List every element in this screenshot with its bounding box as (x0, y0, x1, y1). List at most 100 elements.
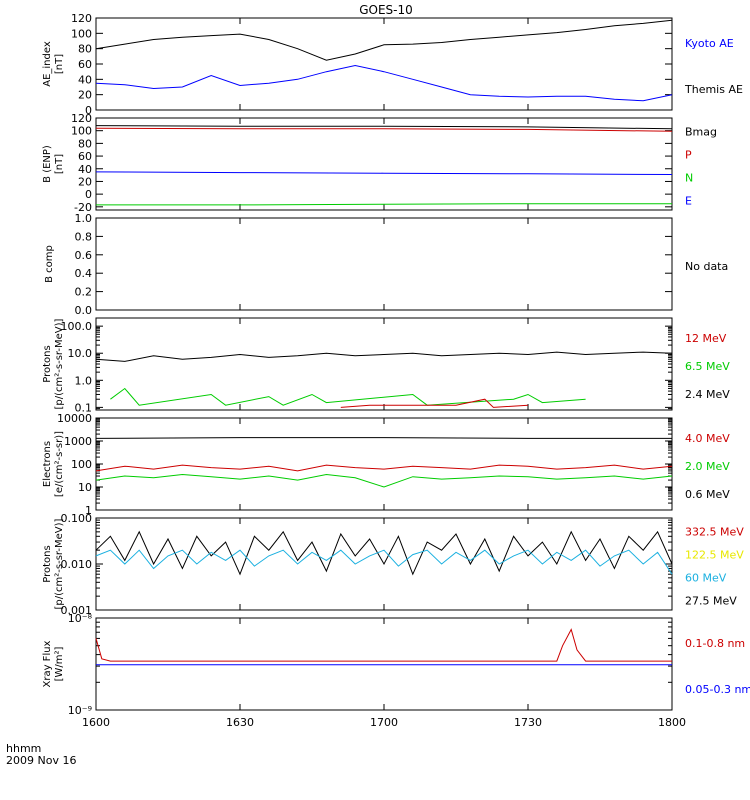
y-tick-label: 120 (71, 12, 92, 25)
panel-label: No data (685, 260, 728, 273)
y-axis-title: [W/m²] (54, 646, 65, 681)
panel-label: Themis AE (684, 83, 743, 96)
y-axis-title: Xray Flux (42, 640, 53, 687)
y-tick-label: 0.100 (61, 512, 93, 525)
series-line-red (95, 628, 672, 662)
time-tick-label: 1700 (370, 716, 398, 729)
figure-title: GOES-10 (359, 3, 413, 17)
y-axis-title: [p/(cm²-s-sr-MeV)] (54, 518, 65, 609)
y-axis-title: [e/(cm²-s-sr)] (54, 431, 65, 497)
y-tick-label: 10000 (57, 412, 92, 425)
series-line-cyan (95, 549, 673, 575)
y-tick-label: 0.001 (61, 604, 93, 617)
y-tick-label: 1000 (64, 435, 92, 448)
time-tick-label: 1730 (514, 716, 542, 729)
panel-label: 6.5 MeV (685, 360, 730, 373)
y-tick-label: -20 (74, 201, 92, 214)
series-line-red (95, 127, 673, 132)
series-line-blue (95, 64, 673, 102)
panel-label: Kyoto AE (685, 37, 734, 50)
y-tick-label: 10.0 (68, 347, 93, 360)
panel-frame (95, 117, 673, 211)
y-tick-label: 100 (71, 27, 92, 40)
series-line-black (95, 437, 672, 439)
panel-frame (95, 317, 673, 411)
y-axis-title: Protons (42, 345, 53, 382)
y-tick-label: 100.0 (61, 320, 93, 333)
y-axis-title: B (ENP) (42, 145, 53, 183)
y-axis-title: Electrons (42, 441, 53, 487)
y-tick-label: 1.0 (75, 374, 93, 387)
series-line-blue (95, 171, 673, 175)
y-tick-label: 10⁻⁹ (68, 704, 92, 717)
panel-xray: 10⁻⁹ 10⁻⁸ Xray Flux [W/m²] 0.1-0.8 nm 0.05-0.… (42, 612, 750, 717)
y-tick-label: 0.0 (75, 304, 93, 317)
time-tick-label: 1600 (82, 716, 110, 729)
y-tick-label: 0.6 (75, 249, 93, 262)
series-line-red (95, 464, 673, 472)
panel-label: N (685, 172, 693, 185)
y-tick-label: 0.4 (75, 267, 93, 280)
y-tick-label: 0.1 (75, 401, 93, 414)
panel-label: 27.5 MeV (685, 595, 737, 608)
y-tick-label: 10⁻⁸ (68, 612, 93, 625)
panel-label: 2.0 MeV (685, 460, 730, 473)
panel-frame (95, 617, 673, 711)
y-tick-label: 40 (78, 73, 92, 86)
panel-ae: 0 20 40 60 80 100 120 AE_index [nT] Kyoto AE Themi… (42, 12, 743, 117)
y-axis-title: Protons (42, 545, 53, 582)
panel-protons_high: 0.001 0.010 0.100 Protons [p/(cm²-s-sr-MeV)]… (42, 512, 744, 617)
panel-label: 332.5 MeV (685, 526, 744, 539)
y-tick-label: 100 (71, 458, 92, 471)
y-tick-label: 0.2 (75, 286, 93, 299)
panel-protons: 0.1 1.0 10.0 100.0 Protons [p/(cm²-s-sr-MeV)]… (42, 317, 730, 414)
series-line-black (95, 530, 673, 576)
panel-label: 122.5 MeV (685, 549, 744, 562)
y-tick-label: 40 (78, 163, 92, 176)
y-tick-label: 0.8 (75, 230, 93, 243)
series-line-green (110, 387, 586, 406)
time-axis-ticks: 1600 1630 1700 1730 1800 (82, 716, 686, 729)
time-axis-unit-label: hhmm (6, 742, 41, 755)
y-tick-label: 20 (78, 89, 92, 102)
series-line-green (95, 473, 673, 488)
y-axis-title: B comp (44, 245, 55, 283)
panel-electrons: 1 10 100 1000 10000 Electrons [e/(cm²-s-sr)] 4.… (42, 412, 730, 517)
y-tick-label: 1.0 (75, 212, 93, 225)
panel-b_comp: 0.0 0.2 0.4 0.6 0.8 1.0 B comp No data (44, 212, 728, 317)
panel-label: 2.4 MeV (685, 388, 730, 401)
y-tick-label: 0 (85, 188, 92, 201)
y-tick-label: 60 (78, 58, 92, 71)
y-axis-title: [p/(cm²-s-sr-MeV)] (54, 318, 65, 409)
y-axis-title: [nT] (54, 54, 65, 74)
y-tick-label: 0 (85, 104, 92, 117)
series-line-red (340, 398, 529, 408)
y-tick-label: 0.010 (61, 558, 93, 571)
series-line-green (96, 203, 672, 206)
panel-frame (95, 417, 673, 511)
panel-label: 0.6 MeV (685, 488, 730, 501)
y-axis-title: [nT] (54, 154, 65, 174)
panel-frame (95, 217, 673, 311)
y-tick-label: 120 (71, 112, 92, 125)
time-tick-label: 1630 (226, 716, 254, 729)
panel-label: E (685, 195, 692, 208)
time-tick-label: 1800 (658, 716, 686, 729)
panel-label: P (685, 149, 692, 162)
panel-label: 60 MeV (685, 572, 727, 585)
panel-label: 0.05-0.3 nm (685, 683, 750, 696)
series-line-black (95, 351, 673, 362)
y-tick-label: 80 (78, 137, 92, 150)
y-axis-title: AE_index (42, 41, 53, 87)
time-axis-date-label: 2009 Nov 16 (6, 754, 76, 767)
series-line-black (95, 19, 673, 61)
panel-label: Bmag (685, 126, 717, 139)
y-tick-label: 60 (78, 150, 92, 163)
y-tick-label: 80 (78, 43, 92, 56)
y-tick-label: 10 (78, 481, 92, 494)
panel-label: 12 MeV (685, 332, 727, 345)
series-line-black (95, 125, 673, 130)
